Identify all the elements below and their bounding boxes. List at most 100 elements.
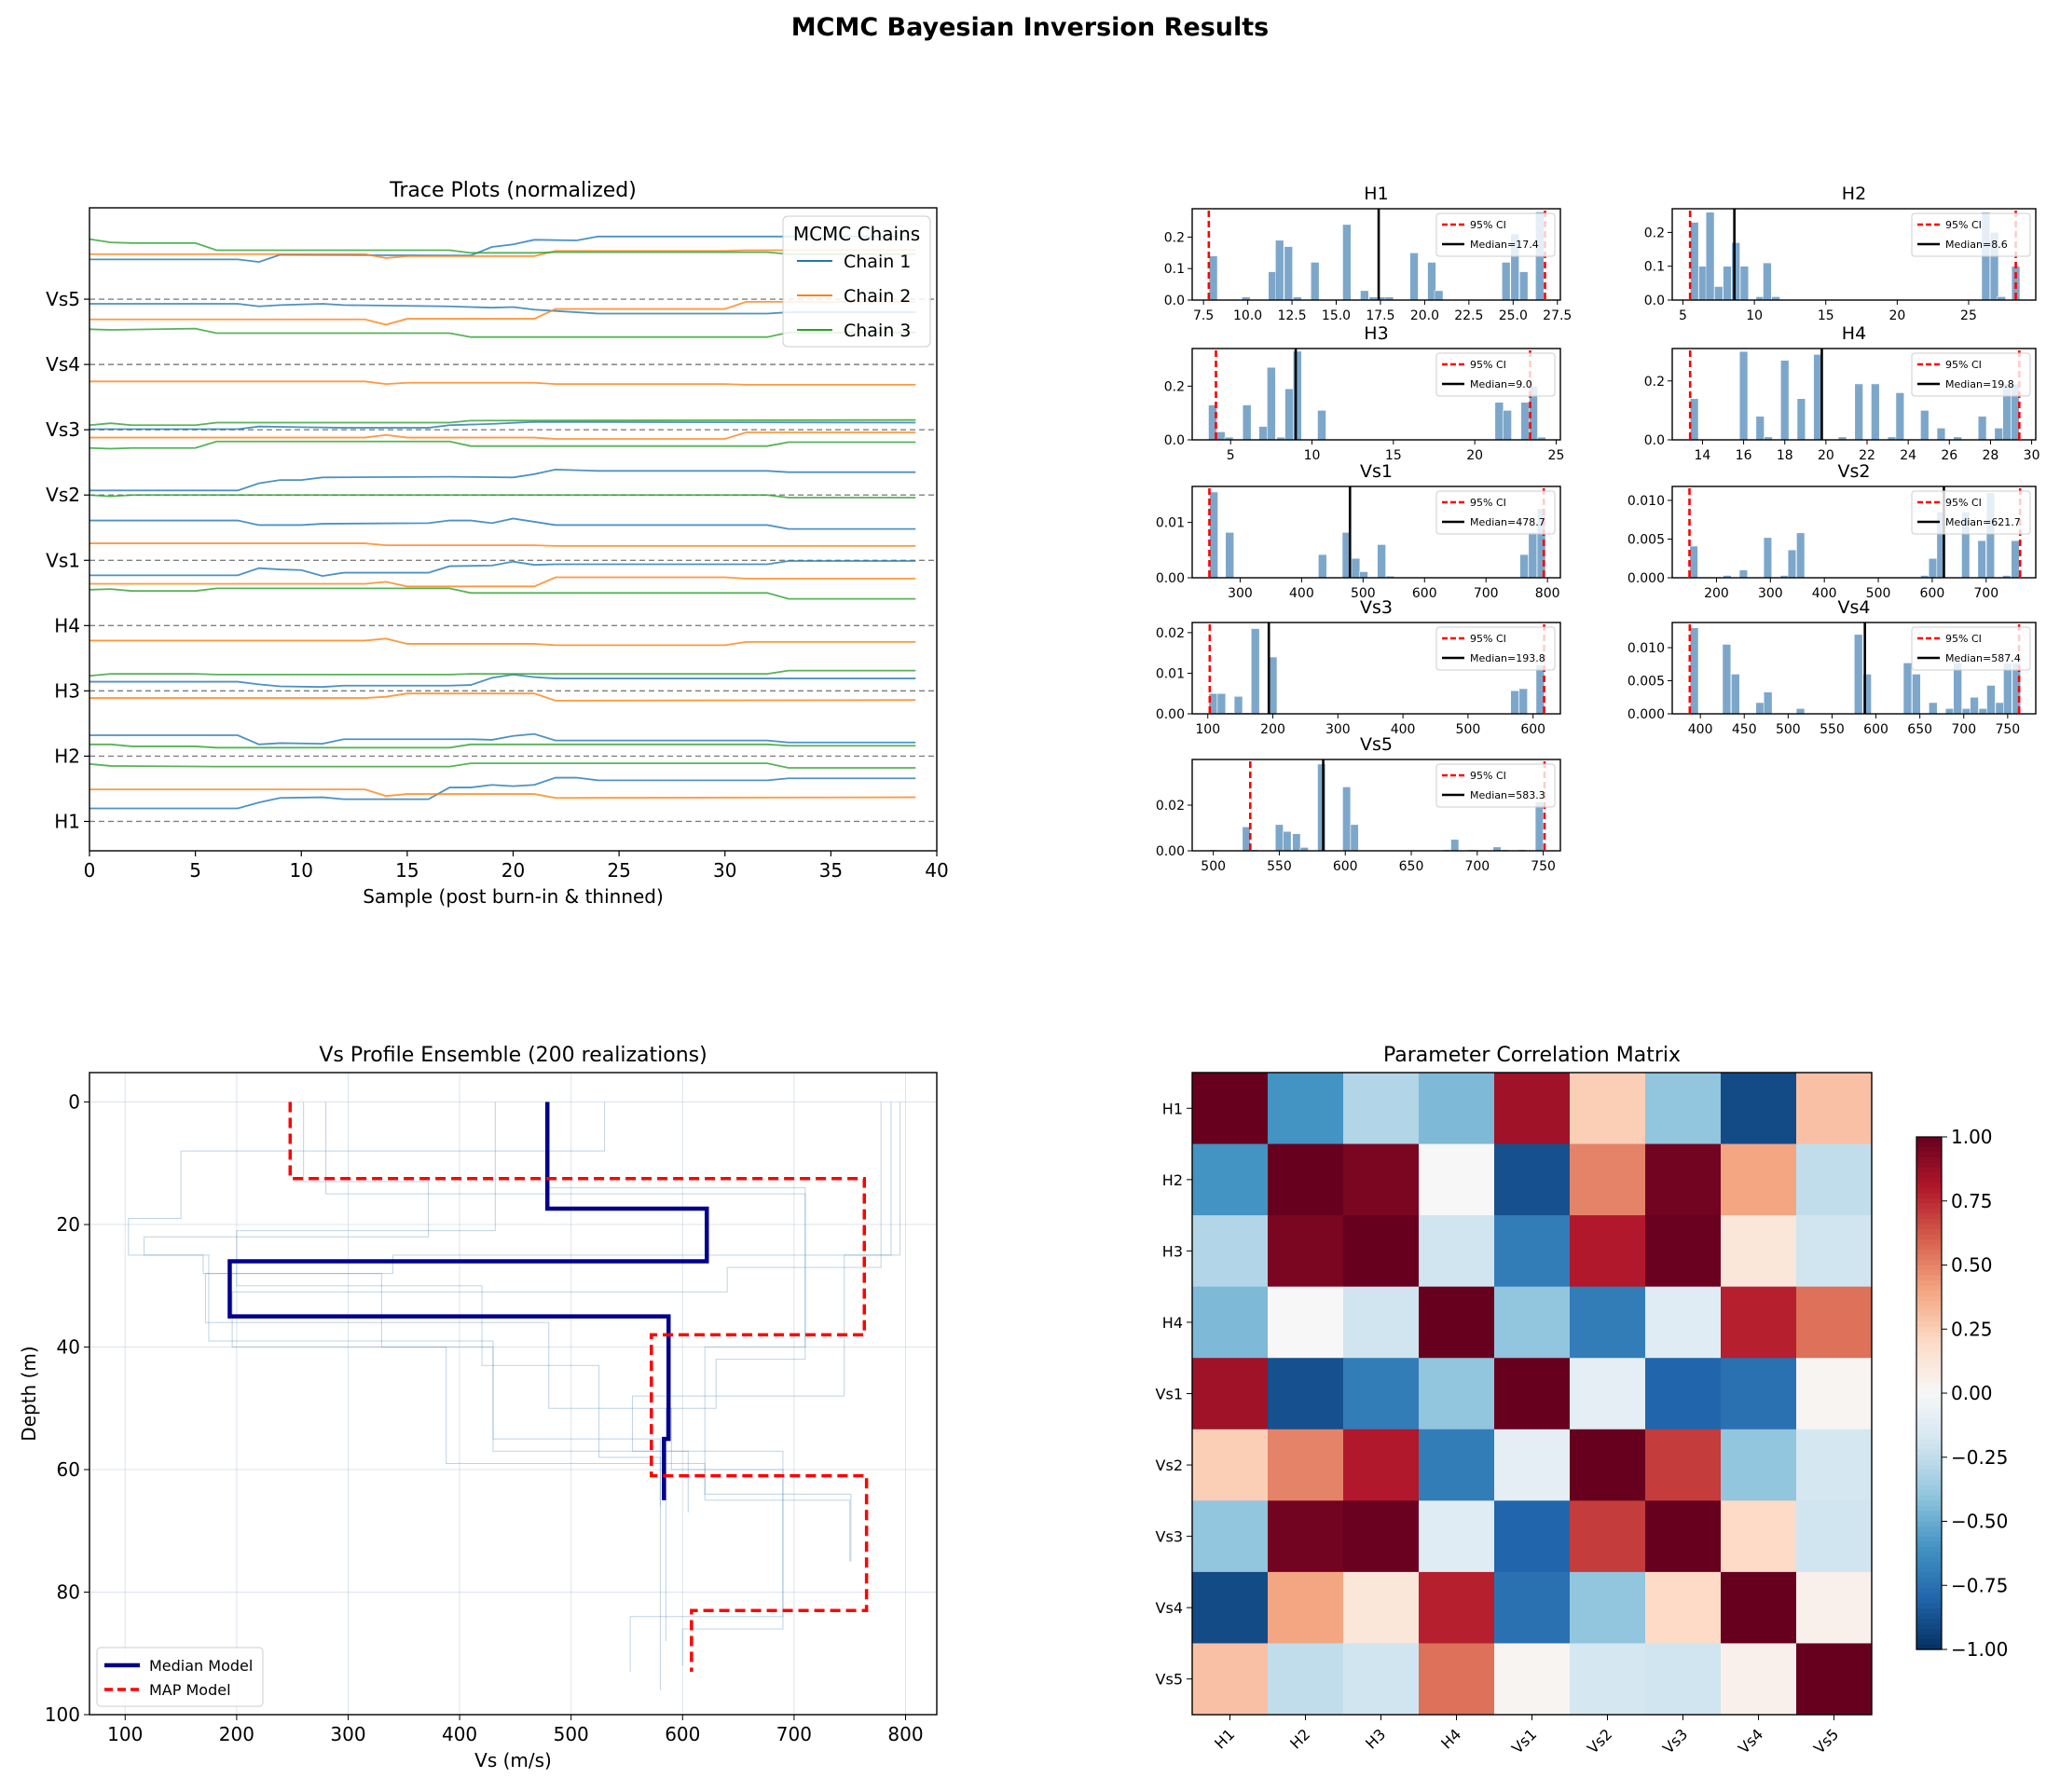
trace-line-1-h2 [89, 732, 916, 746]
column-label: Vs2 [1584, 1725, 1615, 1757]
colorbar-segment [1916, 1393, 1942, 1400]
heatmap-cell [1192, 1500, 1269, 1573]
histogram-vs1: Vs1 0.00 0.01 300 400 500 600 700 800 95% CI Media… [1156, 461, 1561, 601]
heatmap-cell [1494, 1073, 1571, 1145]
colorbar-tick-label: 0.00 [1951, 1382, 1993, 1404]
x-tick-label: 17.5 [1366, 308, 1394, 323]
colorbar-segment [1916, 1470, 1942, 1476]
histogram-h3: H3 0.0 0.2 5 10 15 20 25 95% CI Median=9.0 [1164, 323, 1565, 463]
x-tick-label: 27.5 [1543, 308, 1572, 323]
histogram-bar [1377, 544, 1386, 579]
histogram-bar [1494, 402, 1504, 441]
heatmap-cell [1570, 1358, 1646, 1430]
heatmap-cell [1645, 1143, 1722, 1216]
histogram-legend: 95% CI Median=193.8 [1435, 626, 1556, 671]
y-tick-label: 0.005 [1627, 674, 1665, 689]
x-tick-label: 500 [1776, 722, 1801, 737]
legend-label: 95% CI [1945, 359, 1982, 371]
y-tick-label: 0.00 [1156, 571, 1185, 586]
histogram-bar [1342, 787, 1352, 852]
colorbar-segment [1916, 1162, 1942, 1169]
x-tick-label: 20 [1818, 448, 1834, 463]
colorbar-segment [1916, 1383, 1942, 1389]
colorbar-segment [1916, 1203, 1942, 1210]
heatmap-cell [1268, 1358, 1344, 1430]
heatmap-cell [1721, 1571, 1797, 1644]
histogram-bar [1763, 691, 1773, 715]
heatmap-cell [1796, 1500, 1873, 1573]
x-tick-label: 24 [1900, 448, 1916, 463]
colorbar-segment [1916, 1408, 1942, 1415]
heatmap-cell [1192, 1286, 1269, 1359]
histogram-vs2: Vs2 0.000 0.005 0.010 200 300 400 500 600 700 95% … [1627, 461, 2037, 601]
histogram-bar [1284, 246, 1294, 301]
histogram-bar [1731, 674, 1740, 715]
colorbar-segment [1916, 1239, 1942, 1246]
heatmap-cell [1268, 1571, 1344, 1644]
histogram-bar [2003, 663, 2012, 715]
colorbar-segment [1916, 1403, 1942, 1410]
histogram-legend: 95% CI Median=17.4 [1435, 212, 1556, 257]
heatmap-cell [1721, 1073, 1797, 1145]
x-tick-label: 20 [501, 859, 525, 882]
x-tick-label: 750 [1995, 722, 2020, 737]
heatmap-cell [1343, 1643, 1420, 1716]
histogram-bar [1267, 366, 1276, 441]
histogram-bar [1534, 801, 1544, 852]
y-tick-label: 0.01 [1156, 666, 1185, 681]
trace-line-1-vs4 [89, 303, 916, 315]
colorbar-segment [1916, 1188, 1942, 1195]
trace-line-1-vs1 [89, 517, 916, 530]
colorbar-segment [1916, 1295, 1942, 1302]
histogram-title: H2 [1842, 184, 1866, 204]
colorbar-tick-label: 1.00 [1951, 1126, 1993, 1148]
heatmap-cell [1268, 1429, 1344, 1501]
colorbar-segment [1916, 1444, 1942, 1451]
colorbar-segment [1916, 1254, 1942, 1261]
histogram-bar [1795, 708, 1806, 715]
heatmap-cell [1570, 1286, 1646, 1359]
x-tick-label: 400 [1391, 722, 1416, 737]
y-tick-label: 0.01 [1156, 516, 1185, 531]
y-tick-label: 0.1 [1644, 260, 1665, 275]
colorbar-segment [1916, 1388, 1942, 1394]
x-tick-label: 700 [1474, 586, 1499, 601]
histogram-bar [1274, 824, 1284, 852]
heatmap-cell [1570, 1215, 1646, 1288]
histogram-bar [1994, 428, 2003, 441]
x-tick-label: 300 [330, 1723, 365, 1745]
colorbar-segment [1916, 1490, 1942, 1497]
heatmap-cell [1796, 1073, 1873, 1145]
x-tick-label: 10 [1304, 448, 1321, 463]
histogram-bar [1518, 688, 1528, 715]
x-tick-label: 20.0 [1410, 308, 1439, 323]
ensemble-profile [128, 1101, 661, 1507]
histogram-legend: 95% CI Median=587.4 [1911, 626, 2031, 671]
colorbar-segment [1916, 1260, 1942, 1266]
histogram-bar [1208, 255, 1218, 301]
y-tick-label: 0.00 [1156, 707, 1185, 722]
trace-line-1-vs2 [89, 469, 916, 492]
heatmap-cell [1268, 1143, 1344, 1216]
colorbar-segment [1916, 1152, 1942, 1158]
legend-label: Median=8.6 [1945, 239, 2008, 251]
histogram-bar [1233, 695, 1243, 715]
x-tick-label: 100 [1195, 722, 1220, 737]
trace-line-3-vs1 [89, 494, 916, 499]
y-tick-label: 0.2 [1164, 230, 1185, 245]
x-axis-label: Sample (post burn-in & thinned) [363, 885, 664, 908]
legend-label: 95% CI [1945, 497, 1982, 509]
legend-box [1435, 626, 1556, 671]
histogram-bar [1275, 239, 1284, 301]
heatmap-cell [1343, 1143, 1420, 1216]
histogram-bar [1995, 702, 2005, 715]
x-tick-label: 16 [1736, 448, 1752, 463]
histogram-bar [1342, 224, 1352, 301]
y-tick-label: 0.2 [1644, 226, 1665, 240]
legend: Median Model MAP Model [96, 1647, 264, 1707]
histogram-title: H4 [1842, 323, 1866, 344]
histogram-bar [1216, 692, 1227, 715]
column-label: Vs1 [1508, 1725, 1540, 1757]
heatmap-cell [1343, 1286, 1420, 1359]
histogram-bar [1755, 416, 1765, 441]
